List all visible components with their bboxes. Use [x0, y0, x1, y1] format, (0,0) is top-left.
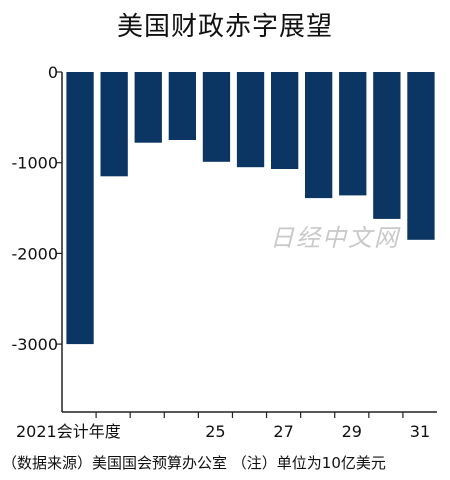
watermark: 日经中文网	[270, 224, 400, 252]
x-tick-label-27: 27	[273, 422, 293, 441]
bar-31	[407, 72, 435, 240]
x-tick-label-29: 29	[342, 422, 362, 441]
y-tick-label-0: 0	[48, 63, 58, 82]
bar-28	[305, 72, 333, 199]
bar-22	[100, 72, 128, 177]
x-tick-label-31: 31	[410, 422, 430, 441]
bar-26	[236, 72, 265, 168]
bar-25	[202, 72, 231, 162]
bar-2021	[66, 72, 94, 345]
bar-24	[168, 72, 196, 140]
bar-30	[373, 72, 401, 219]
bar-29	[339, 72, 367, 196]
chart-title: 美国财政赤字展望	[116, 12, 333, 42]
chart-footer: （数据来源）美国国会预算办公室 （注）单位为10亿美元	[2, 454, 386, 472]
y-tick-label-1: -1000	[12, 154, 59, 173]
y-tick-label-2: -2000	[12, 244, 59, 263]
bar-27	[271, 72, 299, 169]
x-tick-label-2021: 2021会计年度	[16, 422, 121, 441]
y-tick-label-3: -3000	[12, 335, 59, 354]
x-tick-label-25: 25	[205, 422, 225, 441]
bar-23	[134, 72, 162, 143]
